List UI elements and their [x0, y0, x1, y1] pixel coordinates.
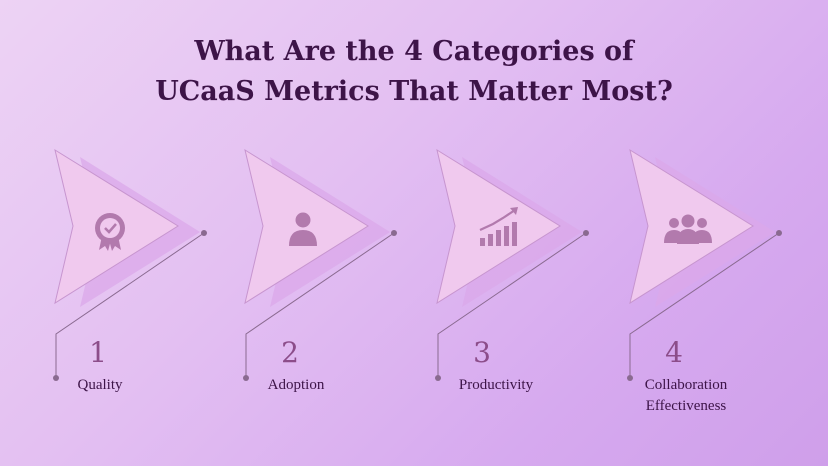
team-icon: [664, 214, 712, 244]
chevron-arrow: [629, 148, 754, 305]
title-line-1: What Are the 4 Categories of: [194, 36, 634, 67]
category-label-line: Effectiveness: [645, 398, 727, 414]
connector-dot: [201, 230, 207, 236]
category-3: [435, 148, 589, 381]
connector-dot: [243, 375, 249, 381]
category-number: 2: [281, 336, 299, 369]
category-label: Productivity: [458, 377, 534, 393]
category-label: Collaboration Effectiveness: [626, 375, 746, 417]
connector-dot: [53, 375, 59, 381]
category-1: [53, 148, 207, 381]
category-number: 3: [473, 336, 491, 369]
connector-dot: [391, 230, 397, 236]
category-label-line: Collaboration: [644, 377, 728, 393]
connector-line: [245, 232, 395, 378]
category-4: [627, 148, 782, 381]
connector-dot: [435, 375, 441, 381]
category-label: Quality: [77, 377, 123, 393]
category-label: Adoption: [267, 377, 325, 393]
connector-dot: [583, 230, 589, 236]
page-title: What Are the 4 Categories of UCaaS Metri…: [0, 32, 828, 112]
category-2: [243, 148, 397, 381]
badge-check-icon: [95, 213, 125, 251]
connector-dot: [627, 375, 633, 381]
connector-dot: [776, 230, 782, 236]
connector-line: [55, 232, 205, 378]
user-icon: [289, 212, 317, 246]
category-number: 4: [665, 336, 683, 369]
chevron-arrow: [436, 148, 561, 305]
growth-chart-icon: [479, 207, 518, 246]
connector-line: [437, 232, 587, 378]
title-line-2: UCaaS Metrics That Matter Most?: [155, 76, 673, 107]
category-number: 1: [89, 336, 107, 369]
connector-line: [629, 232, 780, 378]
